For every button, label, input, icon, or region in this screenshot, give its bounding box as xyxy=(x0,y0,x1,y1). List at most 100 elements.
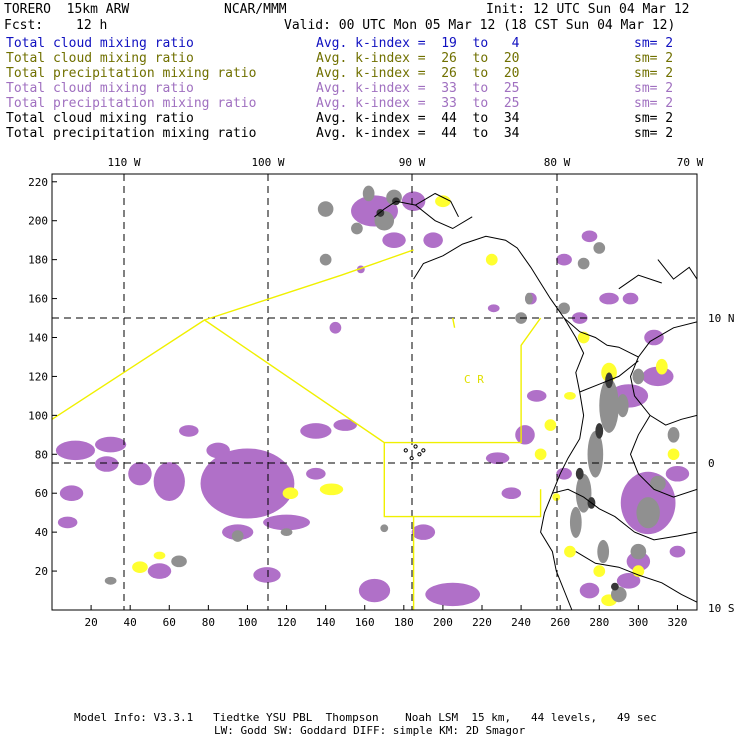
domain-boundary xyxy=(204,249,414,321)
gray-cloud-cell xyxy=(587,430,604,478)
physics-info: LW: Godd SW: Goddard DIFF: simple KM: 2D… xyxy=(214,724,526,737)
yellow-cloud-cell xyxy=(435,195,451,208)
coastline xyxy=(575,551,697,603)
yellow-cloud-cell xyxy=(667,448,680,461)
gray-cloud-cell xyxy=(362,185,375,202)
purple-cloud-cell xyxy=(581,230,598,243)
y-tick-label: 60 xyxy=(35,487,48,500)
model-title: TORERO 15km ARW xyxy=(4,2,130,17)
coastline xyxy=(579,360,639,393)
legend-sm: sm= 2 xyxy=(634,111,674,126)
y-tick-label: 120 xyxy=(28,370,48,383)
x-tick-label: 240 xyxy=(511,616,531,629)
gray-cloud-cell xyxy=(351,222,363,235)
coastline xyxy=(552,488,697,541)
legend-sm: sm= 2 xyxy=(634,96,674,111)
purple-cloud-cell xyxy=(95,456,119,472)
coastline xyxy=(618,274,662,290)
legend-field: Total cloud mixing ratio xyxy=(6,81,194,96)
purple-cloud-cell xyxy=(501,487,522,500)
domain-boundary xyxy=(413,489,542,518)
gray-cloud-cell xyxy=(630,543,647,560)
org-label: NCAR/MMM xyxy=(224,2,287,17)
gray-cloud-cell xyxy=(636,497,660,529)
legend-sm: sm= 2 xyxy=(634,51,674,66)
purple-cloud-cell xyxy=(333,419,357,431)
yellow-cloud-cell xyxy=(655,358,668,375)
purple-cloud-cell xyxy=(515,425,535,445)
yellow-cloud-cell xyxy=(552,493,561,501)
coastline-layer xyxy=(374,192,697,610)
galapagos-island xyxy=(403,448,408,453)
purple-cloud-cell xyxy=(358,578,391,603)
purple-cloud-cell xyxy=(579,582,600,599)
x-tick-label: 40 xyxy=(124,616,137,629)
y-tick-label: 20 xyxy=(35,565,48,578)
galapagos-island xyxy=(417,452,422,457)
axis-labels: 220 200 180 160 140 120 100 80 60 40 20 20 40 60 80 100… xyxy=(28,156,734,629)
purple-cloud-cell xyxy=(669,545,686,558)
axis-ticks xyxy=(52,181,678,610)
x-tick-label: 320 xyxy=(668,616,688,629)
coastline xyxy=(629,415,697,498)
legend-index: Avg. k-index = 19 to 4 xyxy=(316,36,520,51)
legend-index: Avg. k-index = 44 to 34 xyxy=(316,111,520,126)
x-tick-label: 300 xyxy=(628,616,648,629)
x-tick-label: 260 xyxy=(550,616,570,629)
gray-cloud-cell xyxy=(104,576,117,585)
purple-cloud-cell xyxy=(622,292,639,305)
x-tick-label: 80 xyxy=(202,616,215,629)
domain-boundary xyxy=(452,317,456,328)
purple-cloud-cell xyxy=(401,191,426,211)
purple-cloud-cell xyxy=(487,304,500,313)
coastline xyxy=(415,192,459,218)
x-tick-label: 60 xyxy=(163,616,176,629)
y-tick-label: 220 xyxy=(28,176,48,189)
yellow-cloud-cell xyxy=(485,253,498,266)
purple-cloud-cell xyxy=(382,232,406,248)
purple-cloud-cell xyxy=(57,516,78,529)
purple-cloud-cell xyxy=(556,467,572,480)
y-tick-label: 180 xyxy=(28,254,48,267)
longitude-label: 70 W xyxy=(677,156,704,169)
gray-cloud-cell xyxy=(577,257,590,270)
legend-field: Total cloud mixing ratio xyxy=(6,51,194,66)
gray-cloud-cell xyxy=(611,586,627,603)
gray-cloud-cell xyxy=(171,555,187,568)
gray-cloud-cell xyxy=(319,253,332,266)
gray-cloud-cell xyxy=(280,528,293,537)
gray-cloud-cell xyxy=(380,524,389,533)
purple-cloud-cell xyxy=(253,567,281,583)
dark-cloud-cell xyxy=(575,467,584,480)
init-time: Init: 12 UTC Sun 04 Mar 12 xyxy=(486,2,690,17)
y-tick-label: 200 xyxy=(28,215,48,228)
domain-boundary xyxy=(52,319,415,610)
legend-sm: sm= 2 xyxy=(634,81,674,96)
legend-sm: sm= 2 xyxy=(634,36,674,51)
region-label: C R xyxy=(464,373,484,386)
gray-cloud-cell xyxy=(558,302,570,315)
y-tick-label: 40 xyxy=(35,526,48,539)
gray-cloud-cell xyxy=(650,475,666,492)
yellow-cloud-cell xyxy=(132,561,148,574)
gray-cloud-cell xyxy=(569,506,582,538)
purple-cloud-cell xyxy=(300,423,332,439)
legend-field: Total cloud mixing ratio xyxy=(6,36,194,51)
galapagos-island xyxy=(421,448,426,453)
coastline xyxy=(540,317,585,610)
purple-cloud-cell xyxy=(200,448,295,519)
gray-cloud-cell xyxy=(667,427,680,443)
galapagos-island xyxy=(413,444,418,449)
x-tick-label: 280 xyxy=(589,616,609,629)
latitude-label: 10 S xyxy=(708,602,735,615)
purple-cloud-cell xyxy=(95,436,127,453)
map-frame xyxy=(51,173,698,611)
purple-cloud-cell xyxy=(411,524,436,540)
gray-cloud-cell xyxy=(575,473,592,513)
gray-cloud-cell xyxy=(597,539,610,564)
yellow-cloud-cell xyxy=(601,362,617,383)
longitude-label: 100 W xyxy=(251,156,284,169)
y-tick-label: 100 xyxy=(28,409,48,422)
purple-cloud-cell xyxy=(153,462,185,501)
